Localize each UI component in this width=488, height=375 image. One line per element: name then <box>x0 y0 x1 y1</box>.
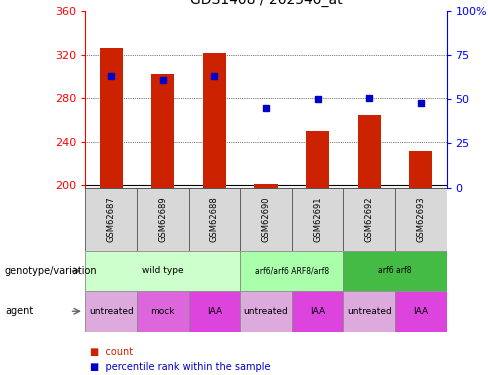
Bar <box>85 291 137 332</box>
Bar <box>188 188 240 251</box>
Bar <box>344 291 395 332</box>
Bar <box>292 188 344 251</box>
Text: GSM62690: GSM62690 <box>262 196 270 242</box>
Text: agent: agent <box>5 306 33 316</box>
Text: IAA: IAA <box>207 307 222 316</box>
Text: mock: mock <box>150 307 175 316</box>
Text: arf6/arf6 ARF8/arf8: arf6/arf6 ARF8/arf8 <box>255 266 329 275</box>
Bar <box>254 184 278 188</box>
Bar <box>203 53 226 188</box>
Text: IAA: IAA <box>413 307 428 316</box>
Text: GSM62688: GSM62688 <box>210 196 219 242</box>
Text: untreated: untreated <box>244 307 288 316</box>
Bar <box>85 188 137 251</box>
Bar <box>151 74 174 188</box>
Text: IAA: IAA <box>310 307 325 316</box>
Bar <box>137 291 188 332</box>
Text: ■  count: ■ count <box>90 348 133 357</box>
Text: GSM62693: GSM62693 <box>416 196 425 242</box>
Bar <box>240 291 292 332</box>
Bar <box>358 115 381 188</box>
Text: GSM62691: GSM62691 <box>313 196 322 242</box>
Text: GSM62692: GSM62692 <box>365 196 374 242</box>
Bar <box>85 251 240 291</box>
Bar <box>395 291 447 332</box>
Title: GDS1408 / 262540_at: GDS1408 / 262540_at <box>190 0 342 8</box>
Bar <box>292 291 344 332</box>
Text: ■  percentile rank within the sample: ■ percentile rank within the sample <box>90 363 271 372</box>
Bar <box>240 188 292 251</box>
Bar <box>100 48 123 188</box>
Bar <box>188 291 240 332</box>
Text: GSM62689: GSM62689 <box>158 196 167 242</box>
Text: arf6 arf8: arf6 arf8 <box>378 266 412 275</box>
Bar <box>344 188 395 251</box>
Bar <box>395 188 447 251</box>
Text: untreated: untreated <box>89 307 134 316</box>
Text: untreated: untreated <box>347 307 391 316</box>
Text: GSM62687: GSM62687 <box>107 196 116 242</box>
Text: wild type: wild type <box>142 266 183 275</box>
Bar <box>409 150 432 188</box>
Bar <box>137 188 188 251</box>
Bar <box>306 131 329 188</box>
Bar <box>240 251 344 291</box>
Text: genotype/variation: genotype/variation <box>5 266 98 276</box>
Bar <box>344 251 447 291</box>
